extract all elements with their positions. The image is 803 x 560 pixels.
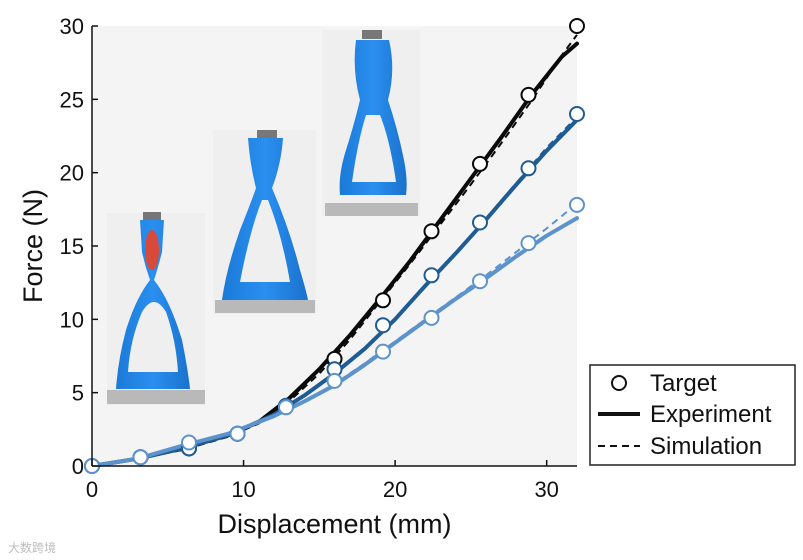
y-tick-label-5: 25 [60, 87, 84, 112]
axes: 0 10 20 30 0 5 10 15 20 25 30 Displacement (mm) Forc… [18, 14, 577, 539]
x-axis-label: Displacement (mm) [217, 509, 451, 539]
x-tick-label-2: 20 [383, 477, 407, 502]
series-3-target-point-2 [181, 434, 197, 451]
series-3-simulation-line [91, 202, 578, 467]
series-2-simulation-line [91, 116, 578, 467]
series-1-target-point-9 [520, 86, 537, 103]
y-tick-label-0: 0 [72, 454, 84, 479]
series-layer [84, 18, 585, 474]
series-3-target-point-5 [326, 372, 343, 389]
series-1-target-point-8 [472, 155, 488, 172]
series-3-target-point-4 [278, 399, 294, 416]
series-3-target-point-7 [423, 309, 440, 326]
legend: Target Experiment Simulation [589, 364, 796, 466]
y-tick-label-2: 10 [60, 307, 84, 332]
series-2-target-point-7 [423, 267, 440, 284]
y-tick-label-1: 5 [72, 381, 84, 406]
series-3-target-point-1 [132, 449, 149, 466]
legend-experiment-label: Experiment [650, 401, 772, 428]
x-tick-label-0: 0 [86, 477, 98, 502]
series-3-target-point-3 [229, 425, 246, 442]
series-3-target-point-10 [569, 196, 585, 213]
specimen-photo-1 [107, 212, 205, 405]
series-1-target-point-10 [569, 18, 585, 34]
series-2-target-point-8 [472, 214, 488, 231]
series-3-target-point-8 [472, 273, 488, 290]
y-tick-label-3: 15 [60, 234, 84, 259]
series-2-target-point-10 [569, 106, 585, 122]
y-tick-label-4: 20 [60, 161, 84, 186]
legend-target-marker [611, 375, 627, 391]
specimen-photo-3 [322, 30, 420, 216]
series-1-target-point-7 [423, 223, 440, 240]
series-1-target-point-6 [375, 292, 391, 309]
series-3-target-point-6 [375, 343, 391, 360]
watermark: 大数跨境 [8, 540, 56, 555]
legend-simulation-label: Simulation [650, 433, 762, 460]
series-3-target-point-9 [520, 235, 537, 252]
legend-target-label: Target [650, 370, 717, 397]
x-tick-label-3: 30 [534, 477, 558, 502]
x-tick-label-1: 10 [231, 477, 255, 502]
series-2-target-point-9 [520, 160, 537, 177]
specimen-photo-2 [213, 130, 316, 314]
series-2-target-point-6 [375, 317, 391, 334]
y-axis-label: Force (N) [18, 189, 48, 303]
y-tick-label-6: 30 [60, 14, 84, 39]
